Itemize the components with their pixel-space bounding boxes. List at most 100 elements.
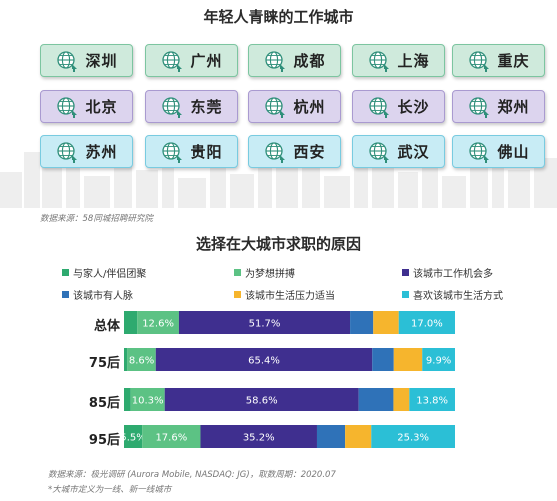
data-label: 13.8%	[416, 396, 448, 407]
bar-segment	[137, 311, 179, 334]
globe-icon	[265, 141, 286, 163]
legend-item: 喜欢该城市生活方式	[402, 287, 503, 302]
bar-segment	[130, 388, 165, 411]
footer-source: 数据来源：极光调研 (Aurora Mobile, NASDAQ: JG)，取数…	[48, 470, 336, 480]
data-label: 10.3%	[132, 396, 164, 407]
cities-source: 数据来源：58同城招聘研究院	[40, 214, 153, 224]
data-label: 35.2%	[243, 433, 275, 444]
globe-icon	[162, 141, 183, 163]
legend-label: 该城市生活压力适当	[245, 291, 335, 302]
bar-segment	[127, 348, 156, 371]
chart-title: 选择在大城市求职的原因	[195, 235, 361, 253]
bar-segment	[178, 311, 351, 334]
city-tile: 成都	[248, 44, 341, 77]
globe-icon	[469, 50, 490, 72]
globe-icon	[57, 50, 78, 72]
bar-segment	[124, 388, 131, 411]
city-tile: 武汉	[352, 135, 445, 168]
legend-label: 为梦想拼搏	[245, 269, 295, 280]
bar-segment	[393, 348, 423, 371]
data-label: 51.7%	[249, 319, 281, 330]
city-tile: 北京	[40, 90, 133, 123]
city-name: 广州	[190, 52, 223, 70]
footer-note: *大城市定义为一线、新一线城市	[48, 485, 172, 495]
globe-icon	[162, 96, 183, 118]
data-label: 5.5%	[120, 433, 145, 444]
globe-icon	[369, 50, 390, 72]
bar-segment	[358, 388, 394, 411]
data-label: 25.3%	[397, 433, 429, 444]
bar-segment	[373, 311, 399, 334]
legend-swatch	[62, 269, 69, 276]
legend-label: 该城市工作机会多	[413, 269, 493, 280]
bar-segment	[409, 388, 455, 411]
legend-label: 与家人/伴侣团聚	[73, 269, 147, 280]
city-tile: 贵阳	[145, 135, 238, 168]
globe-icon	[265, 50, 286, 72]
city-tile: 东莞	[145, 90, 238, 123]
city-name: 西安	[293, 143, 326, 161]
city-name: 武汉	[397, 143, 430, 161]
city-name: 杭州	[293, 98, 326, 116]
legend-item: 该城市有人脉	[62, 287, 133, 302]
bar-segment	[200, 425, 317, 448]
bar-segment	[393, 388, 410, 411]
city-tile: 郑州	[452, 90, 545, 123]
data-label: 58.6%	[246, 396, 278, 407]
category-label: 总体	[93, 319, 120, 334]
bar-segment	[142, 425, 201, 448]
globe-icon	[469, 96, 490, 118]
city-name: 郑州	[497, 98, 530, 116]
city-tile: 西安	[248, 135, 341, 168]
globe-icon	[57, 96, 78, 118]
city-name: 深圳	[85, 52, 118, 70]
globe-icon	[162, 50, 183, 72]
legend-item: 与家人/伴侣团聚	[62, 265, 146, 280]
city-name: 上海	[397, 52, 430, 70]
globe-icon	[369, 141, 390, 163]
legend-swatch	[234, 269, 241, 276]
bar-segment	[350, 311, 374, 334]
city-tile: 上海	[352, 44, 445, 77]
data-label: 65.4%	[248, 356, 280, 367]
legend-item: 该城市生活压力适当	[234, 287, 335, 302]
bar-segment	[124, 311, 138, 334]
globe-icon	[369, 96, 390, 118]
category-label: 95后	[88, 433, 120, 448]
bar-segment	[398, 311, 455, 334]
data-label: 9.9%	[426, 356, 451, 367]
bar-segment	[345, 425, 372, 448]
bar-segment	[124, 425, 143, 448]
bar-segment	[371, 425, 455, 448]
legend-label: 该城市有人脉	[73, 291, 133, 302]
data-label: 12.6%	[142, 319, 174, 330]
city-name: 北京	[85, 98, 118, 116]
legend-item: 为梦想拼搏	[234, 265, 295, 280]
city-tile: 长沙	[352, 90, 445, 123]
city-name: 贵阳	[190, 143, 223, 161]
city-name: 重庆	[497, 52, 530, 70]
data-label: 17.6%	[155, 433, 187, 444]
cities-title: 年轻人青睐的工作城市	[203, 8, 354, 26]
city-tile: 深圳	[40, 44, 133, 77]
legend-swatch	[402, 291, 409, 298]
city-tile: 杭州	[248, 90, 341, 123]
city-name: 长沙	[397, 98, 430, 116]
bar-segment	[164, 388, 359, 411]
legend-item: 该城市工作机会多	[402, 265, 493, 280]
city-name: 成都	[293, 52, 326, 70]
data-label: 17.0%	[411, 319, 443, 330]
data-label: 8.6%	[129, 356, 154, 367]
bar-segment	[422, 348, 455, 371]
city-tile: 苏州	[40, 135, 133, 168]
category-label: 85后	[88, 396, 120, 411]
globe-icon	[57, 141, 78, 163]
legend-label: 喜欢该城市生活方式	[413, 291, 503, 302]
bar-segment	[124, 348, 128, 371]
city-tile: 重庆	[452, 44, 545, 77]
city-tile: 佛山	[452, 135, 545, 168]
bar-segment	[155, 348, 373, 371]
city-name: 东莞	[190, 98, 223, 116]
city-name: 苏州	[85, 143, 118, 161]
